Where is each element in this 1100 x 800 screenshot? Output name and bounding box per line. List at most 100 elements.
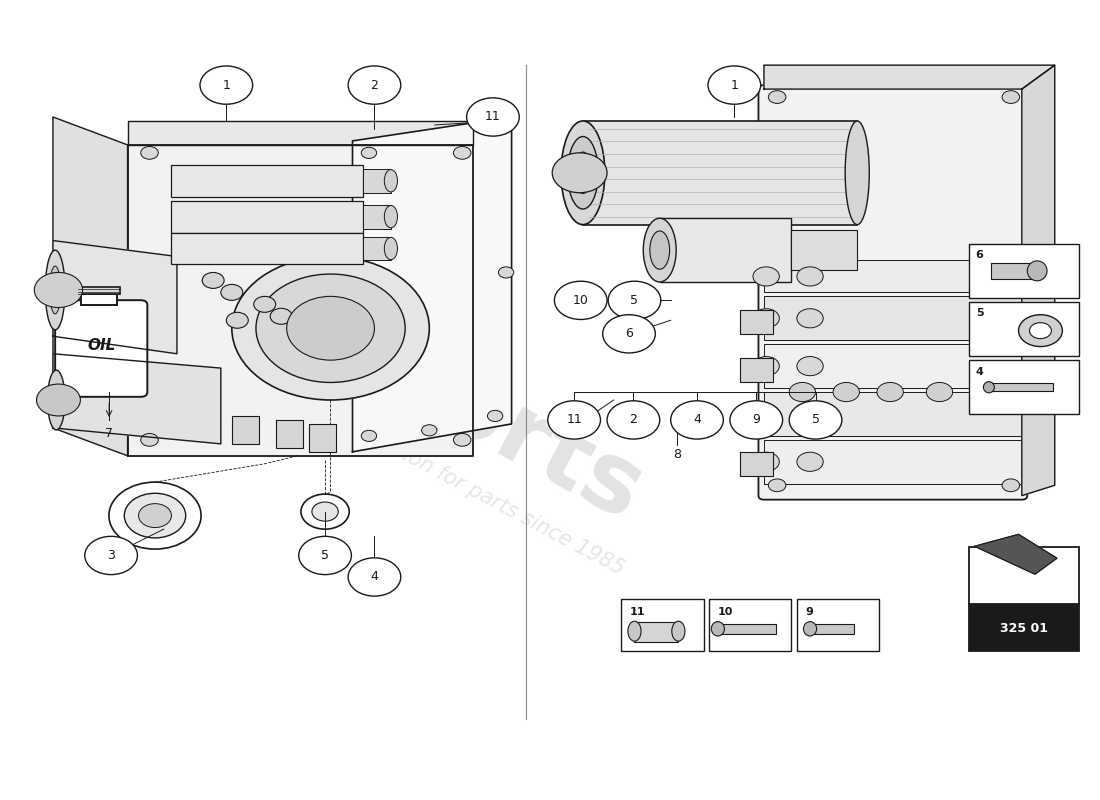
- Ellipse shape: [644, 218, 676, 282]
- Ellipse shape: [628, 622, 641, 641]
- Text: 4: 4: [371, 570, 378, 583]
- Ellipse shape: [45, 250, 65, 330]
- Circle shape: [608, 282, 661, 319]
- Ellipse shape: [672, 622, 685, 641]
- Text: 6: 6: [976, 250, 983, 260]
- Bar: [969, 244, 1079, 298]
- Bar: [172, 201, 363, 233]
- Ellipse shape: [845, 121, 869, 225]
- Text: OIL: OIL: [87, 338, 116, 353]
- Text: 4: 4: [693, 414, 701, 426]
- Circle shape: [607, 401, 660, 439]
- Text: 2: 2: [629, 414, 637, 426]
- FancyBboxPatch shape: [759, 85, 1027, 500]
- Circle shape: [256, 274, 405, 382]
- Bar: [796, 599, 879, 651]
- Circle shape: [202, 273, 224, 288]
- Circle shape: [109, 482, 201, 549]
- Circle shape: [36, 384, 80, 416]
- Text: 5: 5: [630, 294, 638, 307]
- Circle shape: [671, 401, 724, 439]
- Circle shape: [466, 98, 519, 136]
- Circle shape: [301, 494, 349, 529]
- Text: 7: 7: [106, 427, 113, 440]
- Circle shape: [877, 382, 903, 402]
- Bar: [81, 294, 117, 305]
- Ellipse shape: [568, 137, 598, 209]
- Bar: [740, 358, 772, 382]
- Text: eurosports: eurosports: [89, 179, 660, 541]
- Circle shape: [552, 153, 607, 193]
- Bar: [710, 599, 791, 651]
- Bar: [276, 420, 304, 448]
- Ellipse shape: [47, 370, 65, 430]
- Bar: [621, 599, 704, 651]
- Circle shape: [232, 257, 429, 400]
- Bar: [232, 416, 260, 444]
- Text: 1: 1: [730, 78, 738, 91]
- Circle shape: [124, 494, 186, 538]
- Polygon shape: [53, 241, 177, 354]
- Circle shape: [796, 357, 823, 376]
- Ellipse shape: [983, 382, 994, 393]
- Text: a passion for parts since 1985: a passion for parts since 1985: [340, 413, 628, 578]
- Bar: [764, 392, 1022, 436]
- Circle shape: [271, 308, 293, 324]
- Bar: [172, 233, 363, 265]
- Text: 9: 9: [805, 607, 814, 618]
- Text: 3: 3: [107, 549, 116, 562]
- Bar: [172, 165, 363, 197]
- Circle shape: [796, 404, 823, 423]
- Circle shape: [141, 434, 158, 446]
- Circle shape: [789, 401, 842, 439]
- Bar: [969, 360, 1079, 414]
- Circle shape: [312, 502, 338, 521]
- Polygon shape: [975, 534, 1057, 574]
- Circle shape: [603, 314, 656, 353]
- Circle shape: [141, 146, 158, 159]
- Polygon shape: [53, 117, 128, 456]
- Bar: [716, 624, 776, 634]
- Circle shape: [768, 479, 785, 492]
- Ellipse shape: [803, 622, 816, 636]
- Circle shape: [554, 282, 607, 319]
- Text: 6: 6: [625, 327, 632, 340]
- Circle shape: [1002, 90, 1020, 103]
- FancyBboxPatch shape: [55, 300, 147, 397]
- Circle shape: [453, 146, 471, 159]
- Circle shape: [833, 382, 859, 402]
- Text: 11: 11: [630, 607, 646, 618]
- Circle shape: [796, 452, 823, 471]
- Ellipse shape: [384, 206, 397, 228]
- Bar: [764, 296, 1022, 340]
- Circle shape: [768, 90, 785, 103]
- Circle shape: [487, 410, 503, 422]
- Circle shape: [453, 434, 471, 446]
- Bar: [583, 121, 857, 225]
- Circle shape: [498, 267, 514, 278]
- Circle shape: [200, 66, 253, 104]
- Circle shape: [299, 536, 351, 574]
- Bar: [740, 452, 772, 476]
- Bar: [969, 302, 1079, 356]
- Circle shape: [796, 309, 823, 328]
- Text: 9: 9: [752, 414, 760, 426]
- Circle shape: [227, 312, 249, 328]
- Text: 5: 5: [976, 308, 983, 318]
- Circle shape: [796, 267, 823, 286]
- Ellipse shape: [650, 231, 670, 270]
- Circle shape: [361, 430, 376, 442]
- Circle shape: [348, 66, 400, 104]
- Circle shape: [754, 309, 779, 328]
- Circle shape: [1030, 322, 1052, 338]
- Bar: [660, 218, 791, 282]
- Ellipse shape: [50, 266, 60, 314]
- Circle shape: [139, 504, 172, 527]
- Bar: [991, 263, 1037, 279]
- Text: 1: 1: [222, 78, 230, 91]
- Circle shape: [754, 404, 779, 423]
- Circle shape: [548, 401, 601, 439]
- Text: 2: 2: [371, 78, 378, 91]
- Polygon shape: [764, 65, 1055, 89]
- Circle shape: [221, 285, 243, 300]
